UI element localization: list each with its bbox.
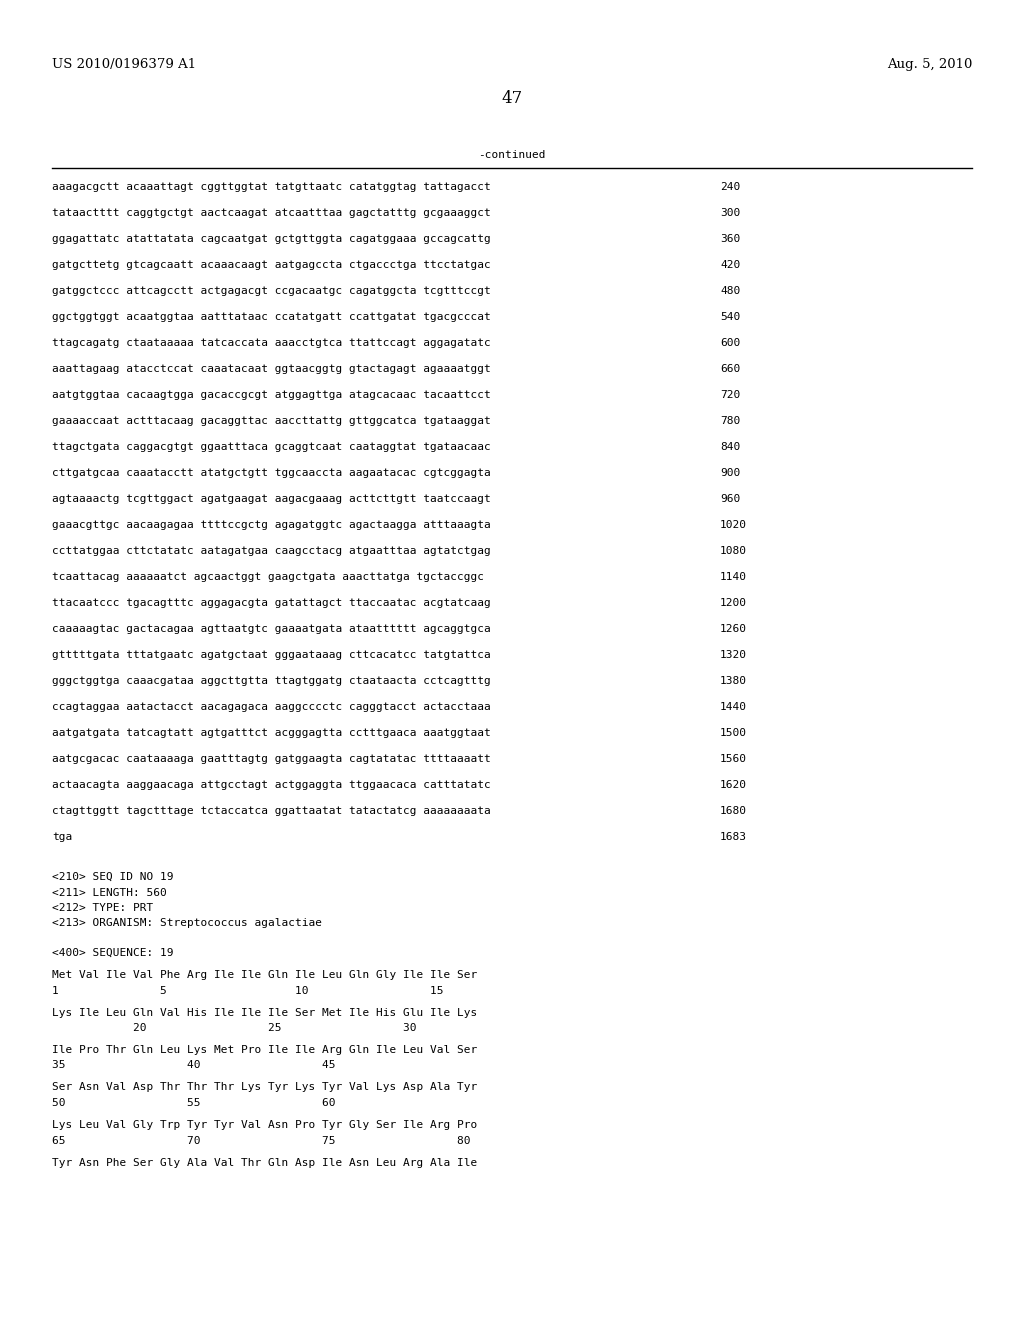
Text: 1560: 1560 <box>720 754 746 764</box>
Text: 1               5                   10                  15: 1 5 10 15 <box>52 986 443 995</box>
Text: 600: 600 <box>720 338 740 348</box>
Text: ggagattatc atattatata cagcaatgat gctgttggta cagatggaaa gccagcattg: ggagattatc atattatata cagcaatgat gctgttg… <box>52 234 490 244</box>
Text: aaattagaag atacctccat caaatacaat ggtaacggtg gtactagagt agaaaatggt: aaattagaag atacctccat caaatacaat ggtaacg… <box>52 364 490 374</box>
Text: 1380: 1380 <box>720 676 746 686</box>
Text: Ile Pro Thr Gln Leu Lys Met Pro Ile Ile Arg Gln Ile Leu Val Ser: Ile Pro Thr Gln Leu Lys Met Pro Ile Ile … <box>52 1045 477 1055</box>
Text: 840: 840 <box>720 442 740 451</box>
Text: 1680: 1680 <box>720 807 746 816</box>
Text: ttacaatccc tgacagtttc aggagacgta gatattagct ttaccaatac acgtatcaag: ttacaatccc tgacagtttc aggagacgta gatatta… <box>52 598 490 609</box>
Text: 900: 900 <box>720 469 740 478</box>
Text: gaaacgttgc aacaagagaa ttttccgctg agagatggtc agactaagga atttaaagta: gaaacgttgc aacaagagaa ttttccgctg agagatg… <box>52 520 490 531</box>
Text: 1260: 1260 <box>720 624 746 634</box>
Text: gaaaaccaat actttacaag gacaggttac aaccttattg gttggcatca tgataaggat: gaaaaccaat actttacaag gacaggttac aacctta… <box>52 416 490 426</box>
Text: cttgatgcaa caaatacctt atatgctgtt tggcaaccta aagaatacac cgtcggagta: cttgatgcaa caaatacctt atatgctgtt tggcaac… <box>52 469 490 478</box>
Text: tcaattacag aaaaaatct agcaactggt gaagctgata aaacttatga tgctaccggc: tcaattacag aaaaaatct agcaactggt gaagctga… <box>52 572 484 582</box>
Text: 960: 960 <box>720 494 740 504</box>
Text: agtaaaactg tcgttggact agatgaagat aagacgaaag acttcttgtt taatccaagt: agtaaaactg tcgttggact agatgaagat aagacga… <box>52 494 490 504</box>
Text: 240: 240 <box>720 182 740 191</box>
Text: 1080: 1080 <box>720 546 746 556</box>
Text: Ser Asn Val Asp Thr Thr Thr Lys Tyr Lys Tyr Val Lys Asp Ala Tyr: Ser Asn Val Asp Thr Thr Thr Lys Tyr Lys … <box>52 1082 477 1093</box>
Text: Met Val Ile Val Phe Arg Ile Ile Gln Ile Leu Gln Gly Ile Ile Ser: Met Val Ile Val Phe Arg Ile Ile Gln Ile … <box>52 970 477 979</box>
Text: ttagcagatg ctaataaaaa tatcaccata aaacctgtca ttattccagt aggagatatc: ttagcagatg ctaataaaaa tatcaccata aaacctg… <box>52 338 490 348</box>
Text: Lys Leu Val Gly Trp Tyr Tyr Val Asn Pro Tyr Gly Ser Ile Arg Pro: Lys Leu Val Gly Trp Tyr Tyr Val Asn Pro … <box>52 1119 477 1130</box>
Text: ccagtaggaa aatactacct aacagagaca aaggcccctc cagggtacct actacctaaa: ccagtaggaa aatactacct aacagagaca aaggccc… <box>52 702 490 711</box>
Text: gatgcttetg gtcagcaatt acaaacaagt aatgagccta ctgaccctga ttcctatgac: gatgcttetg gtcagcaatt acaaacaagt aatgagc… <box>52 260 490 271</box>
Text: actaacagta aaggaacaga attgcctagt actggaggta ttggaacaca catttatatc: actaacagta aaggaacaga attgcctagt actggag… <box>52 780 490 789</box>
Text: 360: 360 <box>720 234 740 244</box>
Text: ttagctgata caggacgtgt ggaatttaca gcaggtcaat caataggtat tgataacaac: ttagctgata caggacgtgt ggaatttaca gcaggtc… <box>52 442 490 451</box>
Text: caaaaagtac gactacagaa agttaatgtc gaaaatgata ataatttttt agcaggtgca: caaaaagtac gactacagaa agttaatgtc gaaaatg… <box>52 624 490 634</box>
Text: <213> ORGANISM: Streptococcus agalactiae: <213> ORGANISM: Streptococcus agalactiae <box>52 919 322 928</box>
Text: US 2010/0196379 A1: US 2010/0196379 A1 <box>52 58 197 71</box>
Text: 1440: 1440 <box>720 702 746 711</box>
Text: -continued: -continued <box>478 150 546 160</box>
Text: tataactttt caggtgctgt aactcaagat atcaatttaa gagctatttg gcgaaaggct: tataactttt caggtgctgt aactcaagat atcaatt… <box>52 209 490 218</box>
Text: ctagttggtt tagctttage tctaccatca ggattaatat tatactatcg aaaaaaaata: ctagttggtt tagctttage tctaccatca ggattaa… <box>52 807 490 816</box>
Text: 20                  25                  30: 20 25 30 <box>52 1023 417 1034</box>
Text: 1683: 1683 <box>720 832 746 842</box>
Text: aatgatgata tatcagtatt agtgatttct acgggagtta cctttgaaca aaatggtaat: aatgatgata tatcagtatt agtgatttct acgggag… <box>52 729 490 738</box>
Text: tga: tga <box>52 832 73 842</box>
Text: 65                  70                  75                  80: 65 70 75 80 <box>52 1135 470 1146</box>
Text: gatggctccc attcagcctt actgagacgt ccgacaatgc cagatggcta tcgtttccgt: gatggctccc attcagcctt actgagacgt ccgacaa… <box>52 286 490 296</box>
Text: 1500: 1500 <box>720 729 746 738</box>
Text: ccttatggaa cttctatatc aatagatgaa caagcctacg atgaatttaa agtatctgag: ccttatggaa cttctatatc aatagatgaa caagcct… <box>52 546 490 556</box>
Text: aatgcgacac caataaaaga gaatttagtg gatggaagta cagtatatac ttttaaaatt: aatgcgacac caataaaaga gaatttagtg gatggaa… <box>52 754 490 764</box>
Text: 780: 780 <box>720 416 740 426</box>
Text: 1320: 1320 <box>720 649 746 660</box>
Text: 1620: 1620 <box>720 780 746 789</box>
Text: 35                  40                  45: 35 40 45 <box>52 1060 336 1071</box>
Text: 660: 660 <box>720 364 740 374</box>
Text: 47: 47 <box>502 90 522 107</box>
Text: 420: 420 <box>720 260 740 271</box>
Text: <400> SEQUENCE: 19: <400> SEQUENCE: 19 <box>52 948 173 958</box>
Text: Lys Ile Leu Gln Val His Ile Ile Ile Ser Met Ile His Glu Ile Lys: Lys Ile Leu Gln Val His Ile Ile Ile Ser … <box>52 1007 477 1018</box>
Text: 300: 300 <box>720 209 740 218</box>
Text: Tyr Asn Phe Ser Gly Ala Val Thr Gln Asp Ile Asn Leu Arg Ala Ile: Tyr Asn Phe Ser Gly Ala Val Thr Gln Asp … <box>52 1158 477 1167</box>
Text: 720: 720 <box>720 389 740 400</box>
Text: <210> SEQ ID NO 19: <210> SEQ ID NO 19 <box>52 873 173 882</box>
Text: 1140: 1140 <box>720 572 746 582</box>
Text: gtttttgata tttatgaatc agatgctaat gggaataaag cttcacatcc tatgtattca: gtttttgata tttatgaatc agatgctaat gggaata… <box>52 649 490 660</box>
Text: Aug. 5, 2010: Aug. 5, 2010 <box>887 58 972 71</box>
Text: aatgtggtaa cacaagtgga gacaccgcgt atggagttga atagcacaac tacaattcct: aatgtggtaa cacaagtgga gacaccgcgt atggagt… <box>52 389 490 400</box>
Text: 1200: 1200 <box>720 598 746 609</box>
Text: 540: 540 <box>720 312 740 322</box>
Text: 480: 480 <box>720 286 740 296</box>
Text: gggctggtga caaacgataa aggcttgtta ttagtggatg ctaataacta cctcagtttg: gggctggtga caaacgataa aggcttgtta ttagtgg… <box>52 676 490 686</box>
Text: <212> TYPE: PRT: <212> TYPE: PRT <box>52 903 154 913</box>
Text: ggctggtggt acaatggtaa aatttataac ccatatgatt ccattgatat tgacgcccat: ggctggtggt acaatggtaa aatttataac ccatatg… <box>52 312 490 322</box>
Text: aaagacgctt acaaattagt cggttggtat tatgttaatc catatggtag tattagacct: aaagacgctt acaaattagt cggttggtat tatgtta… <box>52 182 490 191</box>
Text: 1020: 1020 <box>720 520 746 531</box>
Text: 50                  55                  60: 50 55 60 <box>52 1098 336 1107</box>
Text: <211> LENGTH: 560: <211> LENGTH: 560 <box>52 887 167 898</box>
